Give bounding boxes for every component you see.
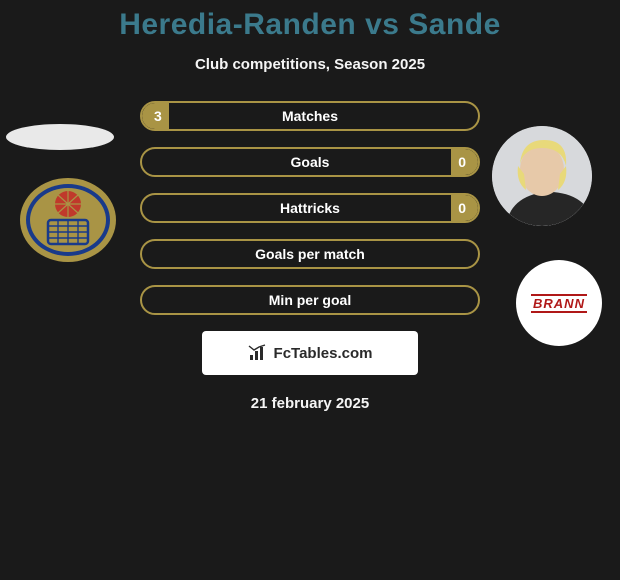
right-player-avatar	[492, 126, 592, 226]
stat-label: Goals	[142, 149, 478, 175]
stat-label: Goals per match	[142, 241, 478, 267]
stat-label: Min per goal	[142, 287, 478, 313]
subtitle: Club competitions, Season 2025	[0, 56, 620, 73]
left-club-crest	[18, 176, 118, 264]
stat-row-goals: Goals 0	[140, 147, 480, 177]
footer-brand-box[interactable]: FcTables.com	[202, 331, 418, 375]
right-club-short: BRANN	[531, 294, 587, 313]
page-title: Heredia-Randen vs Sande	[0, 0, 620, 42]
stat-right-value: 0	[458, 195, 466, 221]
stat-label: Hattricks	[142, 195, 478, 221]
date-text: 21 february 2025	[0, 395, 620, 412]
bar-chart-icon	[248, 344, 268, 362]
footer-brand-text: FcTables.com	[274, 345, 373, 362]
stat-right-value: 0	[458, 149, 466, 175]
player-photo-icon	[492, 126, 592, 226]
stat-row-goals-per-match: Goals per match	[140, 239, 480, 269]
crest-icon	[18, 176, 118, 264]
stat-row-matches: 3 Matches	[140, 101, 480, 131]
right-club-crest: BRANN	[516, 260, 602, 346]
stat-label: Matches	[142, 103, 478, 129]
stats-container: 3 Matches Goals 0 Hattricks 0 Goals per …	[140, 101, 480, 315]
stat-row-min-per-goal: Min per goal	[140, 285, 480, 315]
left-player-avatar	[6, 124, 114, 150]
stat-row-hattricks: Hattricks 0	[140, 193, 480, 223]
